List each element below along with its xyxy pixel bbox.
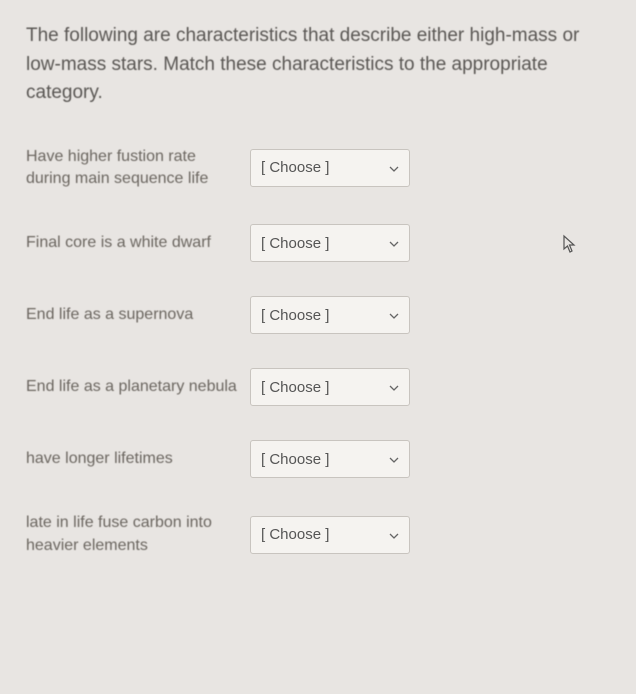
dropdown-1[interactable]: [ Choose ] bbox=[250, 149, 410, 187]
dropdown-text: [ Choose ] bbox=[261, 526, 329, 543]
match-row: Final core is a white dwarf [ Choose ] bbox=[26, 224, 610, 262]
match-row: Have higher fustion rate during main seq… bbox=[26, 146, 610, 191]
prompt-label-1: Have higher fustion rate during main seq… bbox=[26, 146, 238, 191]
prompt-label-6: late in life fuse carbon into heavier el… bbox=[26, 512, 238, 557]
dropdown-text: [ Choose ] bbox=[261, 379, 329, 396]
question-prompt: The following are characteristics that d… bbox=[26, 22, 610, 108]
chevron-down-icon bbox=[389, 306, 399, 324]
dropdown-text: [ Choose ] bbox=[261, 159, 329, 176]
dropdown-text: [ Choose ] bbox=[261, 307, 329, 324]
match-row: have longer lifetimes [ Choose ] bbox=[26, 440, 610, 478]
chevron-down-icon bbox=[389, 234, 399, 252]
prompt-label-2: Final core is a white dwarf bbox=[26, 232, 238, 254]
prompt-label-5: have longer lifetimes bbox=[26, 448, 238, 470]
prompt-label-4: End life as a planetary nebula bbox=[26, 376, 238, 398]
dropdown-6[interactable]: [ Choose ] bbox=[250, 516, 410, 554]
chevron-down-icon bbox=[389, 378, 399, 396]
match-row: End life as a planetary nebula [ Choose … bbox=[26, 368, 610, 406]
chevron-down-icon bbox=[389, 159, 399, 177]
dropdown-2[interactable]: [ Choose ] bbox=[250, 224, 410, 262]
dropdown-3[interactable]: [ Choose ] bbox=[250, 296, 410, 334]
match-row: late in life fuse carbon into heavier el… bbox=[26, 512, 610, 557]
chevron-down-icon bbox=[389, 526, 399, 544]
matching-container: Have higher fustion rate during main seq… bbox=[26, 146, 610, 558]
dropdown-5[interactable]: [ Choose ] bbox=[250, 440, 410, 478]
dropdown-text: [ Choose ] bbox=[261, 451, 329, 468]
match-row: End life as a supernova [ Choose ] bbox=[26, 296, 610, 334]
dropdown-4[interactable]: [ Choose ] bbox=[250, 368, 410, 406]
prompt-label-3: End life as a supernova bbox=[26, 304, 238, 326]
chevron-down-icon bbox=[389, 450, 399, 468]
dropdown-text: [ Choose ] bbox=[261, 235, 329, 252]
cursor-icon bbox=[562, 234, 578, 259]
